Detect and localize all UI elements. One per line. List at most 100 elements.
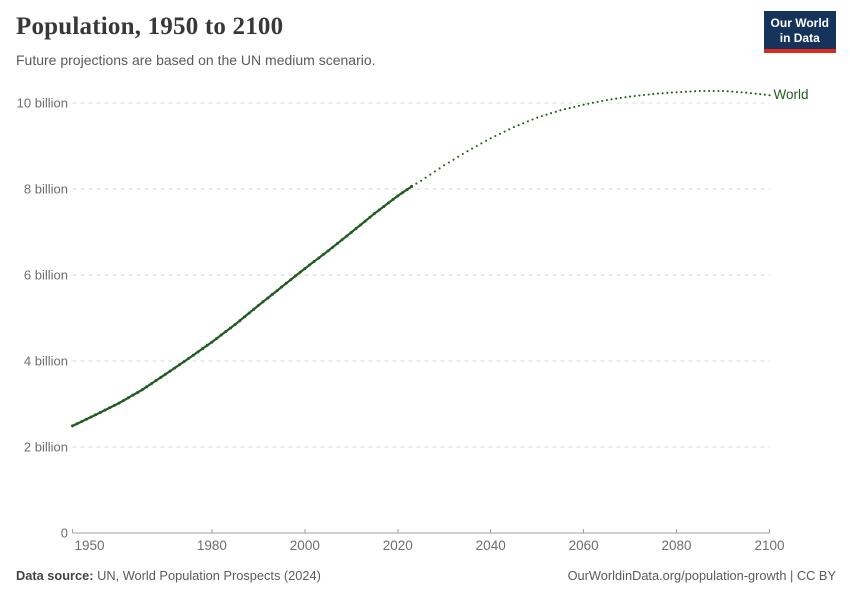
series-marker-history	[298, 270, 302, 274]
series-dot-projection	[550, 112, 553, 115]
series-marker-history	[150, 382, 153, 386]
series-dot-projection	[642, 93, 646, 97]
series-marker-history	[294, 274, 297, 278]
series-dot-projection	[712, 89, 715, 93]
series-marker-history	[173, 366, 177, 370]
series-marker-history	[396, 194, 400, 198]
series-dot-projection	[485, 139, 488, 142]
series-marker-history	[89, 415, 93, 419]
series-dot-projection	[708, 89, 711, 93]
series-dot-projection	[536, 116, 539, 119]
series-dot-projection	[698, 89, 701, 93]
series-dot-projection	[508, 128, 511, 131]
series-dot-projection	[443, 164, 446, 167]
series-marker-history	[312, 260, 316, 263]
y-axis-tick-label: 2 billion	[24, 440, 68, 455]
page-subtitle: Future projections are based on the UN m…	[16, 52, 376, 68]
series-dot-projection	[731, 90, 734, 93]
series-marker-history	[159, 375, 163, 379]
series-marker-history	[359, 223, 363, 227]
series-dot-projection	[438, 167, 441, 170]
series-marker-history	[219, 333, 223, 337]
series-marker-history	[187, 356, 191, 360]
series-dot-projection	[480, 142, 483, 145]
series-marker-history	[391, 197, 395, 201]
series-dot-projection	[475, 144, 478, 148]
series-marker-history	[117, 401, 121, 405]
series-dot-projection	[582, 103, 585, 106]
series-dot-projection	[629, 95, 632, 98]
series-dot-projection	[680, 90, 683, 94]
series-marker-history	[349, 230, 353, 234]
series-dot-projection	[489, 137, 492, 140]
series-marker-history	[75, 422, 79, 426]
series-marker-history	[210, 340, 214, 344]
series-dot-projection	[545, 113, 548, 116]
series-marker-history	[400, 191, 404, 195]
owid-logo-line2: in Data	[779, 31, 820, 45]
series-marker-history	[266, 296, 270, 300]
series-marker-history	[177, 363, 181, 367]
series-marker-history	[163, 372, 167, 376]
series-dot-projection	[466, 150, 469, 153]
series-dot-projection	[601, 99, 604, 102]
series-dot-projection	[759, 93, 762, 96]
series-marker-history	[289, 278, 293, 282]
series-dot-projection	[661, 92, 664, 95]
series-marker-history	[168, 369, 172, 373]
series-marker-history	[98, 410, 102, 414]
series-marker-history	[387, 201, 390, 205]
series-dot-projection	[615, 97, 618, 100]
series-dot-projection	[726, 90, 729, 93]
series-marker-history	[284, 281, 288, 285]
x-axis-tick-label: 1950	[75, 538, 105, 553]
series-dot-projection	[740, 91, 743, 94]
series-dot-projection	[703, 89, 706, 93]
attribution-text: OurWorldinData.org/population-growth | C…	[567, 568, 836, 583]
series-marker-history	[280, 285, 284, 289]
series-marker-history	[84, 417, 88, 421]
series-dot-projection	[749, 92, 752, 95]
series-marker-history	[321, 252, 325, 256]
series-marker-history	[80, 420, 84, 423]
series-dot-projection	[605, 98, 608, 102]
series-dot-projection	[670, 91, 673, 94]
series-dot-projection	[461, 152, 464, 156]
series-dot-projection	[540, 115, 543, 118]
series-marker-history	[326, 249, 330, 253]
series-dot-projection	[447, 161, 450, 164]
series-dot-projection	[745, 91, 748, 94]
series-marker-history	[247, 311, 251, 315]
series-dot-projection	[717, 89, 720, 93]
series-dot-projection	[512, 126, 515, 129]
series-dot-projection	[457, 155, 460, 158]
series-marker-history	[201, 347, 205, 351]
series-marker-history	[94, 413, 98, 417]
series-dot-projection	[429, 173, 432, 176]
series-dot-projection	[675, 91, 678, 94]
series-marker-history	[308, 263, 311, 267]
y-axis-tick-label: 10 billion	[17, 96, 68, 111]
series-dot-projection	[652, 92, 655, 96]
series-marker-history	[335, 242, 339, 245]
series-dot-projection	[424, 176, 427, 179]
series-dot-projection	[494, 134, 497, 138]
series-marker-history	[275, 289, 279, 293]
chart-footer: Data source: UN, World Population Prospe…	[16, 568, 836, 583]
series-dot-projection	[633, 94, 636, 98]
series-marker-history	[261, 300, 265, 304]
series-dot-projection	[568, 107, 571, 110]
series-marker-history	[233, 323, 237, 326]
series-dot-projection	[498, 132, 502, 135]
series-dot-projection	[503, 130, 506, 133]
series-dot-projection	[559, 109, 562, 112]
series-marker-history	[373, 212, 376, 215]
series-dot-projection	[624, 96, 627, 99]
series-dot-projection	[735, 90, 739, 94]
series-marker-history	[126, 396, 130, 400]
series-dot-projection	[522, 122, 525, 125]
series-marker-history	[382, 205, 386, 208]
series-dot-projection	[768, 94, 771, 97]
